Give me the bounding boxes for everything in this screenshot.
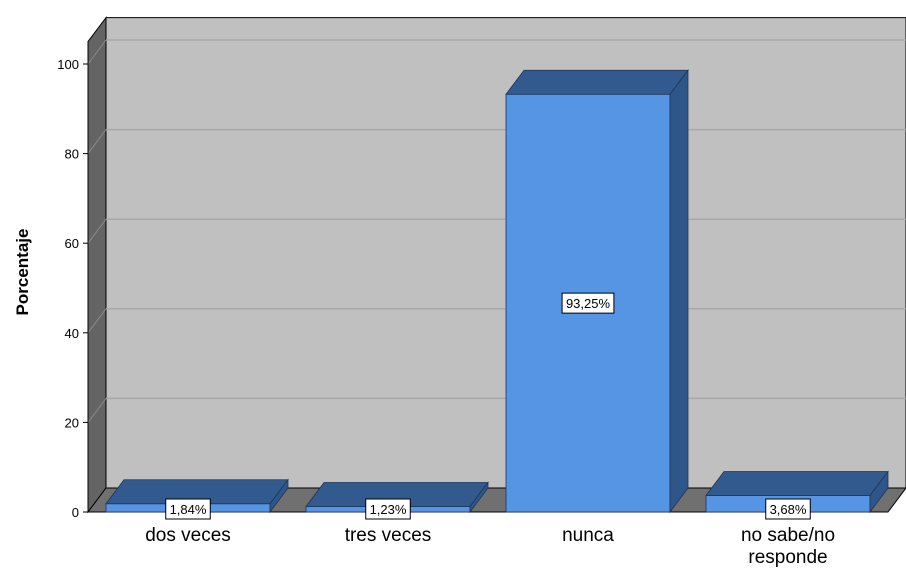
data-labels: 1,84% 1,23% 93,25% 3,68% <box>165 292 811 520</box>
gridline-wall <box>87 398 107 423</box>
data-label-text: 93,25% <box>566 296 611 311</box>
y-tick-label: 80 <box>65 147 79 162</box>
data-label: 93,25% <box>561 292 615 314</box>
y-tick-label: 100 <box>57 57 79 72</box>
bar-side <box>869 470 889 514</box>
data-label-box <box>561 292 615 314</box>
data-label-box <box>165 498 211 520</box>
bar <box>505 69 689 514</box>
y-axis: 0 20 40 60 80 100 <box>57 41 89 520</box>
gridline-wall <box>87 218 107 244</box>
y-tick-label: 0 <box>72 505 79 520</box>
data-label-text: 1,23% <box>370 502 407 517</box>
gridline-wall <box>87 129 107 154</box>
gridline-wall <box>87 39 107 65</box>
bar-side <box>469 481 489 514</box>
y-tick-label: 40 <box>65 326 79 341</box>
data-label-text: 1,84% <box>170 502 207 517</box>
data-label: 3,68% <box>765 498 811 520</box>
bar-top <box>505 69 689 95</box>
bar-side <box>669 69 689 514</box>
y-tick-label: 20 <box>65 415 79 430</box>
data-label-text: 3,68% <box>770 502 807 517</box>
y-tick-label: 60 <box>65 236 79 251</box>
category-label: nunca <box>562 525 614 546</box>
data-label: 1,84% <box>165 498 211 520</box>
x-axis-categories: dos veces tres veces nunca no sabe/no respon… <box>145 525 835 568</box>
data-label: 1,23% <box>365 498 411 520</box>
bar-top <box>705 471 889 496</box>
data-label-box <box>365 498 411 520</box>
gridline-wall <box>87 308 107 334</box>
category-label: tres veces <box>345 525 432 546</box>
category-label: dos veces <box>145 525 231 546</box>
category-label: no sabe/no responde <box>741 525 835 568</box>
plot-left-wall <box>87 16 107 514</box>
y-axis-title: Porcentaje <box>13 229 32 316</box>
data-label-box <box>765 498 811 520</box>
bar-side <box>269 478 289 514</box>
